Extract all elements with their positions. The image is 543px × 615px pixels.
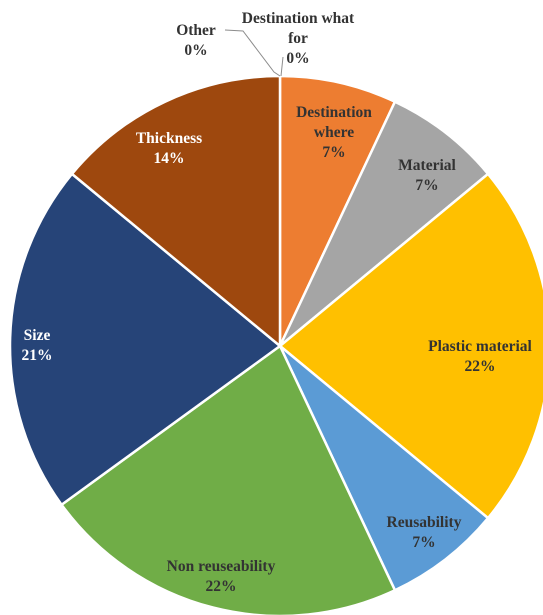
leader-lines bbox=[224, 29, 284, 77]
leader-other bbox=[224, 29, 281, 77]
slice-label-destination-what-for: Destination what for 0% bbox=[242, 10, 355, 67]
slice-label-destination-where: Destination where 7% bbox=[296, 104, 372, 161]
slice-labels: Destination what for 0% Destination where 7% M… bbox=[22, 10, 533, 595]
slice-label-thickness: Thickness 14% bbox=[136, 130, 202, 167]
pie-slice-material bbox=[278, 100, 490, 347]
slice-label-size: Size 21% bbox=[22, 327, 53, 364]
pie-slice-plastic-material bbox=[278, 172, 543, 520]
slice-label-plastic-material: Plastic material 22% bbox=[428, 338, 532, 375]
pie-slices bbox=[8, 74, 543, 615]
slice-label-reusability: Reusability 7% bbox=[387, 514, 462, 551]
pie-slice-thickness bbox=[70, 74, 282, 349]
pie-slice-non-reuseability bbox=[59, 344, 397, 615]
slice-label-material: Material 7% bbox=[398, 157, 456, 194]
pie-slice-reusability bbox=[278, 345, 490, 592]
slice-label-non-reuseability: Non reuseability 22% bbox=[167, 558, 276, 595]
pie-slice-destination-where bbox=[278, 74, 397, 347]
slice-label-other: Other 0% bbox=[176, 22, 216, 59]
leader-destination-what-for bbox=[280, 56, 284, 77]
pie-slice-size bbox=[8, 172, 283, 507]
